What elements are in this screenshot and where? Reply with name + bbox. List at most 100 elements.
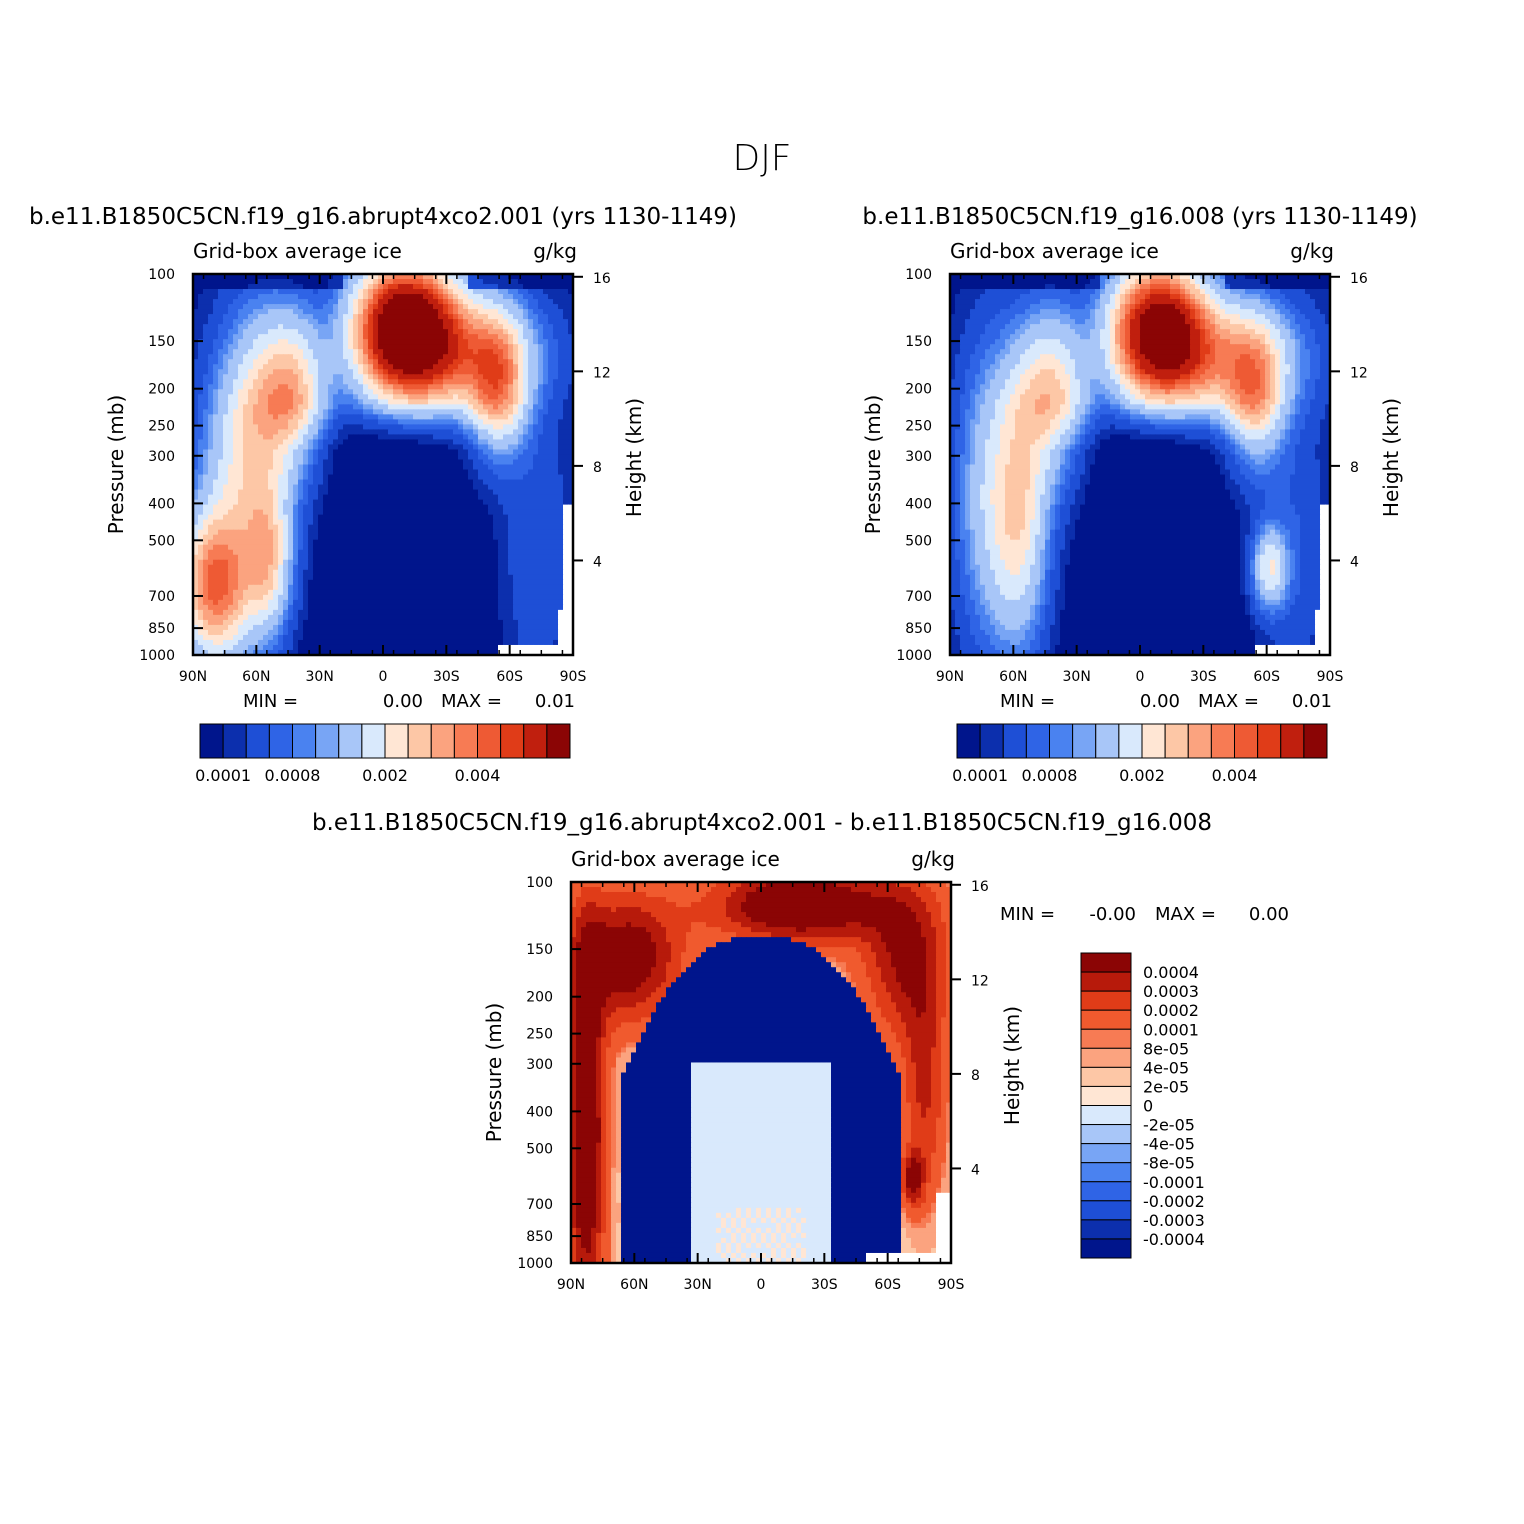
panel-diff-colorbar-box [1080,1200,1132,1221]
panel-left-htick-label: 16 [593,271,611,287]
panel-right-colorbar: 0.0001 0.0008 0.002 0.004 [952,723,1328,785]
panel-diff-colorbar-box [1080,1143,1132,1164]
panel-left-colorbar-box [500,723,525,759]
panel-right-ptick-label: 300 [905,449,932,465]
panel-right-htick-label: 4 [1350,554,1359,570]
panel-diff-colorbar-box [1080,1066,1132,1087]
panel-right-subtitle: Grid-box average ice [950,239,1159,263]
panel-diff-htick-label: 4 [971,1162,980,1178]
panel-left-colorbar-box [361,723,386,759]
panel-right-colorbar-box [1002,723,1027,759]
panel-diff-colorbar-box [1080,1105,1132,1126]
panel-diff-htick-label: 12 [971,973,989,989]
panel-right-axes: 100 150 200 250 300 400 500 700 850 1000 16 12 8 4 90N… [861,239,1403,685]
panel-left-min-label: MIN = [243,691,298,712]
panel-right-colorbar-box [956,723,981,759]
panel-right-htick-label: 8 [1350,460,1359,476]
panel-right-colorbar-box [1187,723,1212,759]
panel-diff-colorbar-box [1080,1124,1132,1145]
panel-diff-colorbar-label: -0.0003 [1143,1211,1205,1230]
panel-left-axes: 100 150 200 250 300 400 500 700 850 1000 16 12 8 4 90N… [104,239,646,685]
panel-right-min-label: MIN = [1000,691,1055,712]
panel-left-case-title: b.e11.B1850C5CN.f19_g16.abrupt4xco2.001 … [29,204,737,230]
panel-diff-max-label: MAX = [1155,904,1216,925]
panel-diff-colorbar-label: 0.0001 [1143,1020,1199,1039]
panel-diff-case-title: b.e11.B1850C5CN.f19_g16.abrupt4xco2.001 … [312,810,1212,836]
panel-diff-colorbar-label: -8e-05 [1143,1154,1195,1173]
main-title: DJF [732,138,792,179]
panel-left-lat-label: 60S [496,669,523,685]
panel-left-ptick-label: 1000 [139,648,175,664]
panel-diff-colorbar-label: 0 [1143,1097,1153,1116]
panel-right-lat-label: 90N [936,669,964,685]
panel-diff-height-axis-label: Height (km) [1000,1006,1024,1125]
panel-left-colorbar-box [523,723,548,759]
panel-right-ptick-label: 500 [905,533,932,549]
panel-left-colorbar-box [546,723,571,759]
panel-diff-ptick-label: 300 [526,1057,553,1073]
panel-diff-lat-label: 0 [757,1277,766,1293]
panel-right-max-label: MAX = [1198,691,1259,712]
panel-diff-colorbar-label: -0.0002 [1143,1192,1205,1211]
panel-diff-htick-label: 8 [971,1068,980,1084]
panel-left-lat-label: 60N [242,669,270,685]
panel-left-pressure-axis-label: Pressure (mb) [104,395,128,535]
panel-diff-max-value: 0.00 [1249,904,1289,925]
panel-diff-field [571,882,952,1264]
panel-right-height-axis-label: Height (km) [1379,398,1403,517]
panel-diff-colorbar-box [1080,971,1132,992]
panel-right-lat-label: 30N [1063,669,1091,685]
panel-left-colorbar-box [430,723,455,759]
panel-left-ptick-label: 250 [148,419,175,435]
panel-left-colorbar-box [222,723,247,759]
panel-diff-lat-label: 90S [938,1277,965,1293]
panel-right-colorbar-box [1164,723,1189,759]
panel-left-subtitle: Grid-box average ice [193,239,402,263]
panel-left-lat-label: 30S [433,669,460,685]
panel-right-colorbar-label: 0.004 [1212,766,1258,785]
panel-right-colorbar-box [1118,723,1143,759]
panel-left-lat-label: 0 [379,669,388,685]
panel-diff-colorbar-box [1080,1028,1132,1049]
panel-left-colorbar-box [268,723,293,759]
panel-diff-colorbar-label: 8e-05 [1143,1039,1189,1058]
panel-diff-colorbar-box [1080,1009,1132,1030]
panel-left-ptick-label: 500 [148,533,175,549]
panel-diff-lat-label: 60N [620,1277,648,1293]
panel-left-colorbar-box [453,723,478,759]
panel-left-ptick-label: 850 [148,621,175,637]
panel-diff-pressure-axis-label: Pressure (mb) [482,1003,506,1143]
panel-right-colorbar-label: 0.002 [1119,766,1165,785]
panel-left-colorbar-box [199,723,224,759]
panel-right-colorbar-box [1234,723,1259,759]
panel-left-ptick-label: 300 [148,449,175,465]
panel-left-lat-label: 90N [179,669,207,685]
panel-left-colorbar-label: 0.002 [362,766,408,785]
panel-left-ptick-label: 150 [148,334,175,350]
panel-left-colorbar-label: 0.004 [455,766,501,785]
panel-left-ptick-label: 100 [148,267,175,283]
panel-diff-colorbar-box [1080,1181,1132,1202]
panel-diff-min-value: -0.00 [1089,904,1136,925]
panel-right-min-value: 0.00 [1140,691,1180,712]
panel-left-colorbar-box [338,723,363,759]
panel-right-lat-label: 60S [1253,669,1280,685]
panel-left-max-label: MAX = [441,691,502,712]
panel-left-colorbar-box [315,723,340,759]
panel-diff-ptick-label: 500 [526,1141,553,1157]
panel-right-lat-label: 60N [999,669,1027,685]
panel-diff-colorbar-label: -0.0001 [1143,1173,1205,1192]
panel-diff-ptick-label: 250 [526,1027,553,1043]
panel-diff-colorbar-box [1080,990,1132,1011]
panel-left-height-axis-label: Height (km) [622,398,646,517]
panel-left-htick-label: 12 [593,365,611,381]
panel-right-colorbar-label: 0.0008 [1022,766,1078,785]
panel-left-colorbar-box [407,723,432,759]
panel-right-ptick-label: 850 [905,621,932,637]
panel-right-colorbar-box [1210,723,1235,759]
panel-right-colorbar-box [1072,723,1097,759]
panel-diff-ptick-label: 100 [526,875,553,891]
panel-diff-ptick-label: 1000 [517,1256,553,1272]
panel-right-htick-label: 16 [1350,271,1368,287]
panel-right-ptick-label: 250 [905,419,932,435]
